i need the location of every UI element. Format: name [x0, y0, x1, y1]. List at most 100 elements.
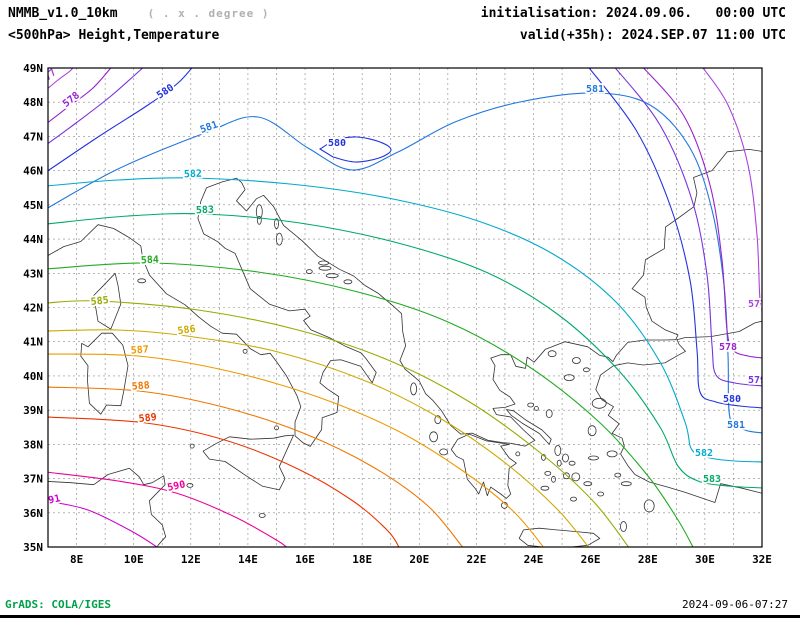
small-island	[256, 215, 262, 225]
coastlines	[48, 149, 762, 547]
small-island	[583, 367, 590, 373]
lon-label: 28E	[638, 553, 658, 566]
lat-label: 49N	[23, 62, 43, 75]
contour-label: 580	[155, 82, 176, 101]
small-island	[515, 451, 521, 457]
lon-label: 26E	[581, 553, 601, 566]
lon-label: 8E	[70, 553, 83, 566]
small-island	[305, 269, 313, 275]
small-island	[563, 472, 570, 480]
model-row: NMMB_v1.0_10km ( . x . degree )	[8, 6, 270, 21]
coastline-corsica	[93, 272, 122, 330]
contour-label: 580	[328, 138, 346, 149]
small-island	[439, 448, 449, 456]
small-island	[534, 405, 539, 411]
contour-586	[48, 329, 590, 547]
coastline-anatolia-west	[595, 374, 762, 503]
lon-label: 12E	[181, 553, 201, 566]
small-island	[591, 397, 607, 409]
contour-label: 578	[719, 342, 737, 353]
coastline-peloponnese	[450, 433, 517, 499]
contour-label: 583	[703, 474, 721, 485]
lat-label: 43N	[23, 267, 43, 280]
small-island	[434, 415, 442, 425]
small-island	[274, 218, 279, 230]
contour-label: 586	[177, 324, 196, 337]
creation-timestamp: 2024-09-06-07:27	[682, 598, 788, 611]
small-island	[570, 496, 577, 502]
small-island	[606, 450, 618, 458]
contour-label: 581	[199, 119, 220, 136]
field-title: <500hPa> Height,Temperature	[8, 28, 220, 43]
contour-579	[614, 68, 762, 387]
contour-label: 583	[196, 205, 214, 217]
small-island	[258, 513, 266, 518]
coastline-adriatic-east-to-corinth	[236, 182, 511, 444]
small-island	[614, 472, 622, 478]
small-island	[620, 521, 627, 532]
grid-note: ( . x . degree )	[147, 7, 270, 20]
contour-580	[318, 136, 392, 163]
lon-label: 14E	[238, 553, 258, 566]
valid-time: valid(+35h): 2024.SEP.07 11:00 UTC	[519, 28, 786, 43]
small-island	[318, 260, 330, 266]
small-island	[562, 453, 569, 463]
contour-label: 582	[184, 169, 202, 181]
small-island	[554, 445, 562, 456]
contour-lines	[48, 68, 762, 547]
contour-578	[642, 68, 762, 359]
lat-label: 36N	[23, 507, 43, 520]
small-island	[572, 357, 581, 364]
small-island	[275, 232, 283, 246]
init-time: initialisation: 2024.09.06. 00:00 UTC	[480, 6, 786, 21]
lat-label: 44N	[23, 233, 43, 246]
coastline-italy	[48, 177, 377, 447]
coastline-north-africa	[48, 467, 167, 547]
bottom-bar	[0, 615, 800, 618]
coastline-sicily	[202, 434, 294, 491]
contour-588	[48, 386, 464, 547]
small-island	[587, 425, 597, 437]
lon-label: 20E	[409, 553, 429, 566]
contour-label: 584	[141, 255, 160, 267]
contour-label: 591	[42, 493, 62, 508]
contour-label: 581	[586, 84, 604, 95]
contour-580	[588, 68, 762, 409]
small-island	[242, 348, 248, 354]
lat-label: 46N	[23, 165, 43, 178]
lat-label: 37N	[23, 473, 43, 486]
contour-577	[702, 68, 762, 312]
lat-label: 40N	[23, 370, 43, 383]
small-island	[186, 482, 194, 488]
small-island	[563, 374, 575, 382]
axis-labels: 49N 48N 47N 46N 45N 44N 43N 42N 41N 40N 39N 38N 37N 3…	[23, 62, 772, 566]
lon-label: 16E	[295, 553, 315, 566]
lon-label: 22E	[466, 553, 486, 566]
header-left: NMMB_v1.0_10km ( . x . degree ) <500hPa> …	[8, 6, 270, 43]
small-island	[547, 350, 557, 358]
small-island	[410, 382, 418, 396]
lat-label: 38N	[23, 438, 43, 451]
contour-label: 582	[695, 448, 713, 459]
small-island	[597, 491, 604, 497]
contour-label: 581	[727, 420, 745, 431]
contour-584	[48, 262, 694, 547]
contour-583	[48, 213, 762, 489]
small-island	[583, 481, 593, 487]
lat-label: 41N	[23, 336, 43, 349]
contour-label: 577	[748, 299, 766, 310]
lon-label: 24E	[524, 553, 544, 566]
contour-580	[48, 68, 193, 172]
grid	[48, 68, 762, 547]
contour-label: 589	[138, 412, 157, 425]
contour-591	[48, 500, 158, 547]
contour-581	[48, 92, 762, 434]
coastline-euboea	[506, 409, 552, 445]
small-island	[189, 443, 195, 449]
contour-578	[48, 68, 112, 124]
small-island	[325, 273, 339, 279]
contour-577	[48, 68, 74, 90]
